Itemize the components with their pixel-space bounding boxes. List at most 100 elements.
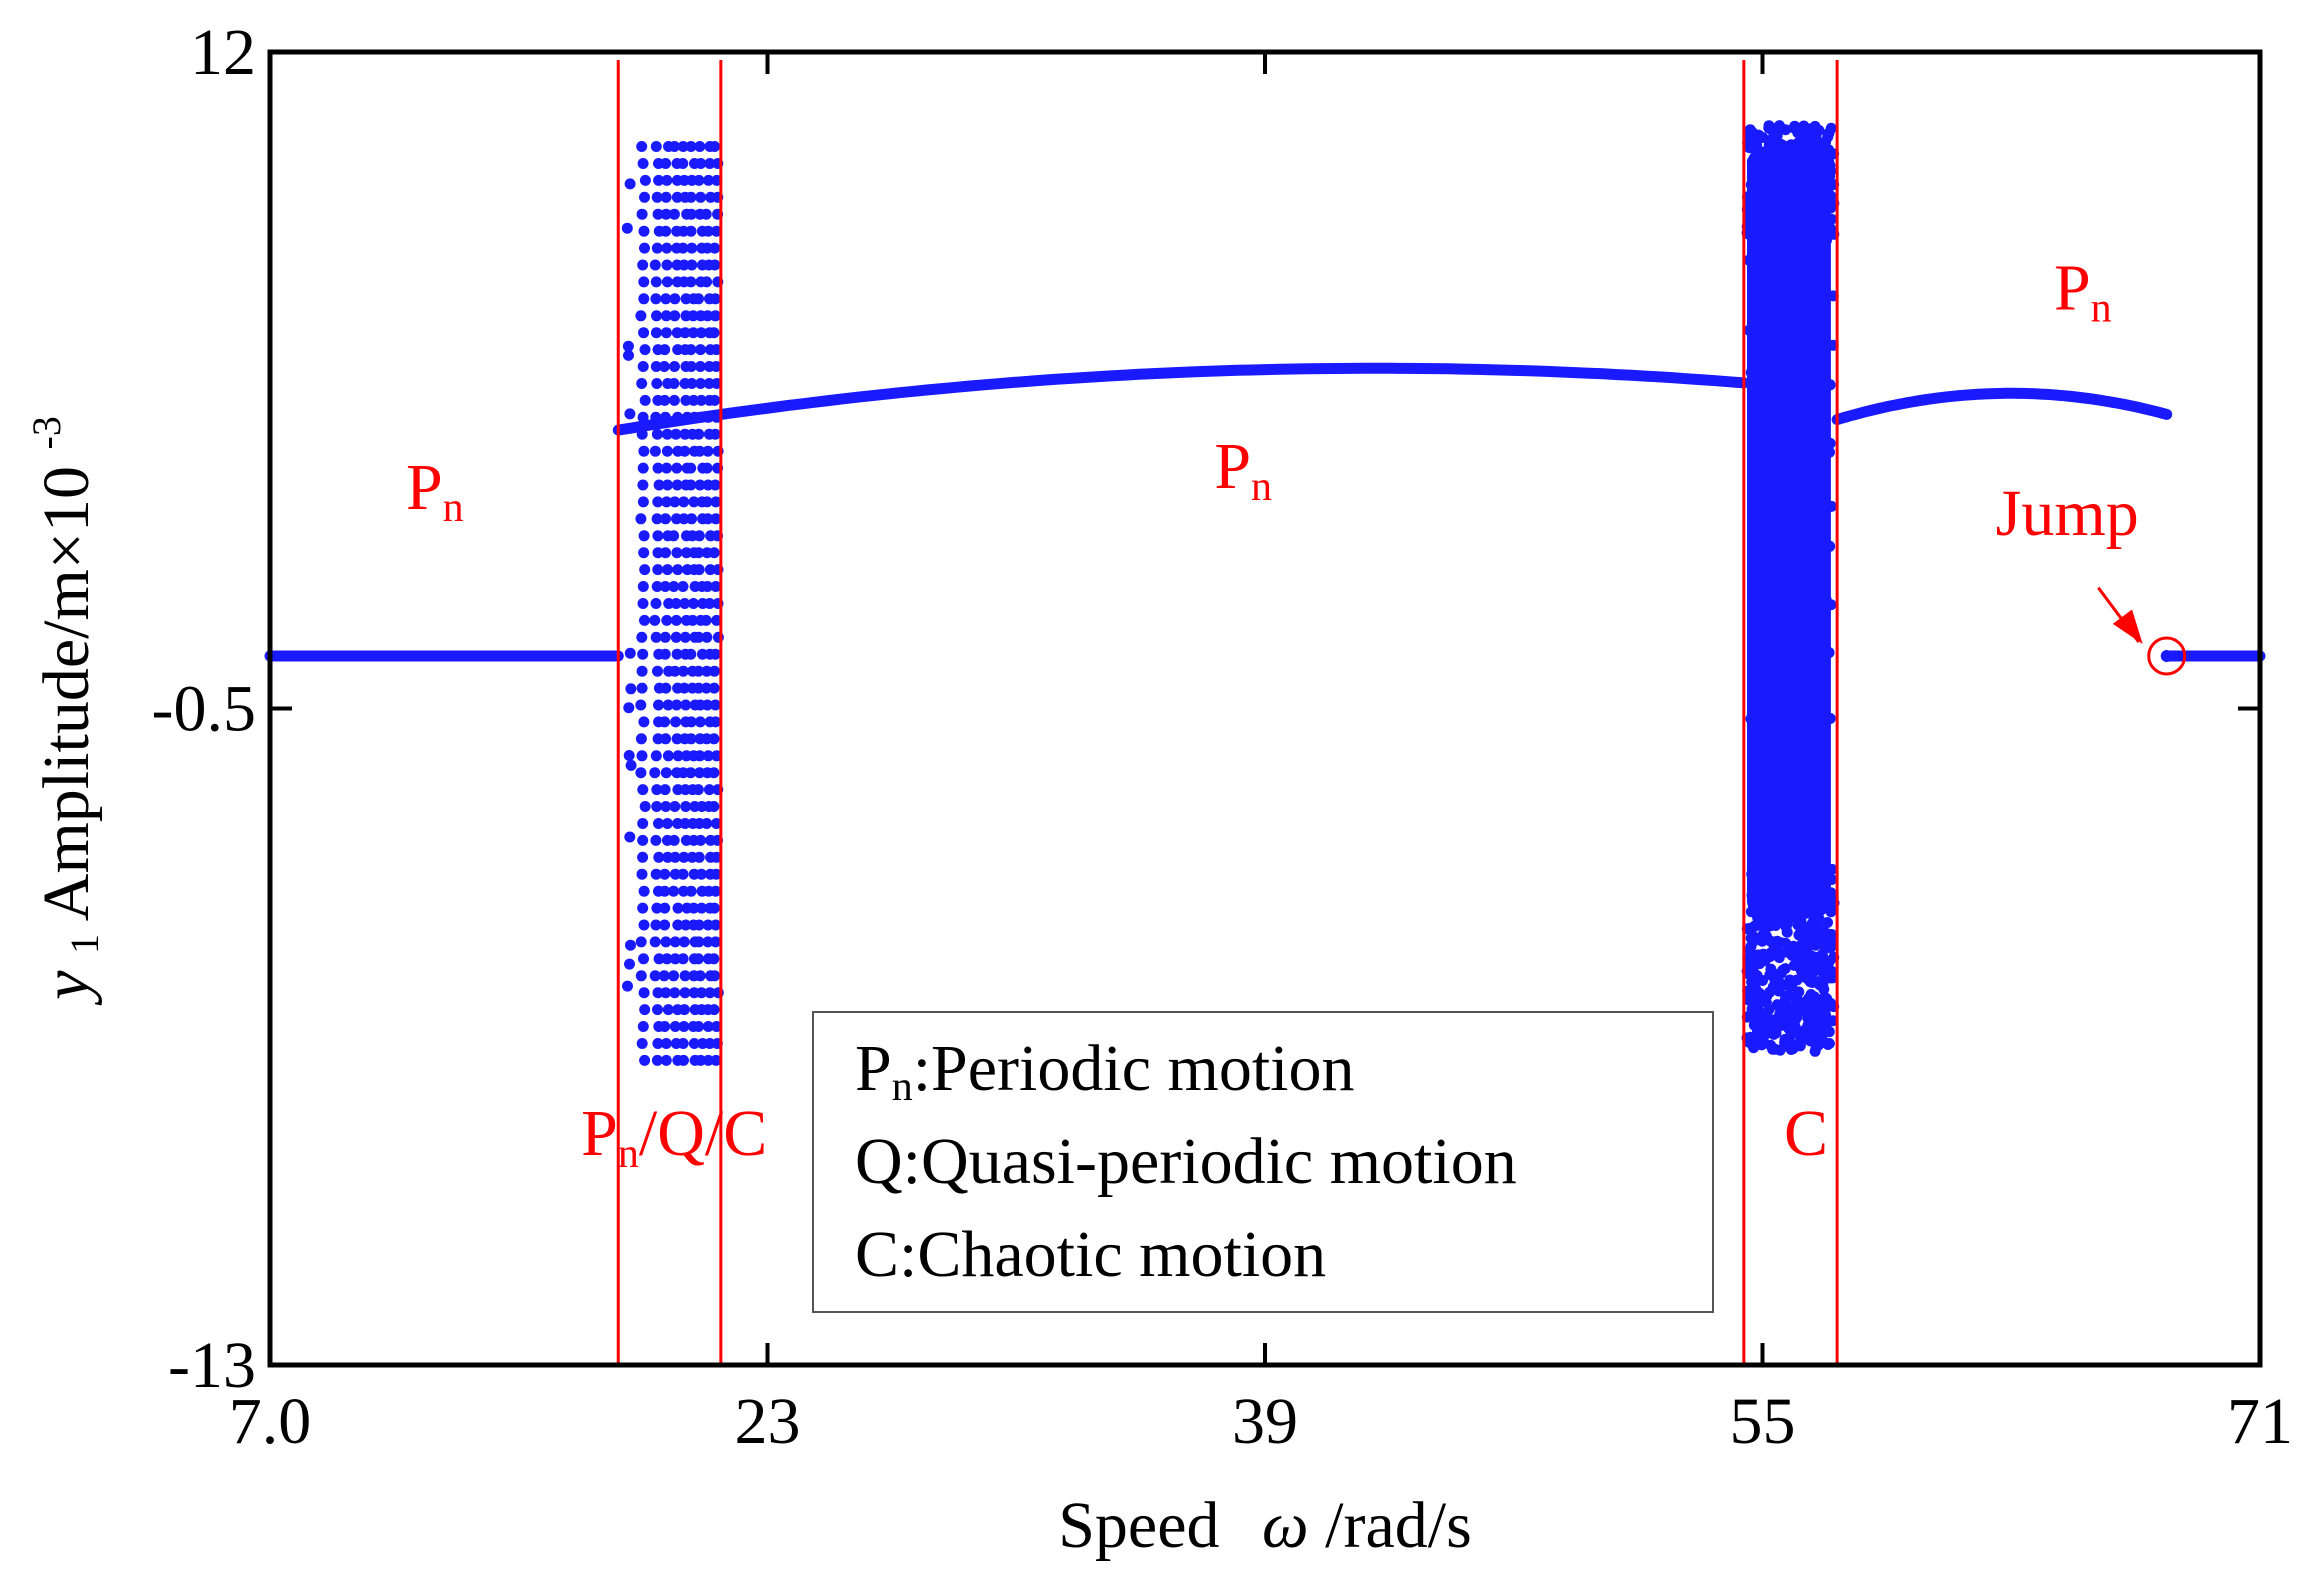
scatter-chaos-point <box>1749 722 1761 734</box>
scatter-pqc-point <box>635 733 647 745</box>
scatter-chaos-point <box>1824 147 1836 159</box>
scatter-pqc-point <box>703 378 715 389</box>
scatter-pqc-point <box>639 801 651 812</box>
scatter-pqc-point <box>636 682 648 694</box>
scatter-chaos-point <box>1803 1002 1815 1014</box>
scatter-chaos-point <box>1789 992 1801 1004</box>
scatter-pqc-point <box>635 970 647 982</box>
scatter-pqc-point <box>636 378 648 389</box>
x-axis-label-symbol: ω <box>1262 1489 1309 1562</box>
scatter-pqc-point <box>703 784 715 796</box>
scatter-chaos-point <box>1770 897 1782 909</box>
scatter-pqc-point <box>685 344 697 356</box>
scatter-pqc-point <box>660 987 672 999</box>
scatter-pqc-point <box>624 178 636 190</box>
scatter-pqc-point <box>650 868 662 880</box>
scatter-pqc-point <box>671 733 683 745</box>
scatter-chaos-point <box>1782 941 1794 953</box>
scatter-pqc-point <box>635 310 647 322</box>
scatter-pqc-point <box>638 530 650 542</box>
scatter-pqc-point <box>652 1004 663 1016</box>
scatter-pqc-point <box>702 310 714 322</box>
scatter-pqc-point <box>649 970 661 982</box>
scatter-chaos-point <box>1809 183 1820 195</box>
scatter-pqc-point <box>652 1038 664 1049</box>
scatter-chaos-point <box>1816 667 1828 679</box>
scatter-pqc-point <box>653 174 665 186</box>
scatter-pqc-point <box>659 344 671 356</box>
scatter-chaos-point <box>1792 919 1804 931</box>
scatter-pqc-point <box>636 1038 648 1049</box>
scatter-pqc-point <box>638 716 650 728</box>
scatter-chaos-point <box>1758 437 1770 449</box>
scatter-pqc-point <box>710 581 722 592</box>
scatter-chaos-point <box>1766 544 1778 556</box>
scatter-chaos-point <box>1788 513 1800 525</box>
scatter-pqc-point <box>637 784 649 796</box>
scatter-chaos-point <box>1795 1033 1807 1045</box>
scatter-pqc-point <box>638 225 650 237</box>
scatter-pqc-point <box>623 750 635 761</box>
scatter-chaos-point <box>1761 394 1773 405</box>
scatter-pqc-point <box>693 293 704 305</box>
scatter-pqc-point <box>709 699 721 711</box>
scatter-pqc-point <box>670 631 682 643</box>
scatter-pqc-point <box>709 242 721 254</box>
scatter-pqc-point <box>639 242 650 254</box>
scatter-chaos-point <box>1766 459 1778 471</box>
scatter-pqc-point <box>693 936 705 948</box>
scatter-chaos-point <box>1763 516 1775 528</box>
scatter-chaos-point <box>1767 278 1779 290</box>
scatter-chaos-point <box>1755 895 1767 907</box>
scatter-pqc-point <box>623 702 635 714</box>
scatter-pqc-point <box>669 936 681 948</box>
scatter-chaos-point <box>1824 437 1836 449</box>
scatter-pqc-point <box>636 631 648 643</box>
scatter-pqc-point <box>702 513 714 525</box>
scatter-pqc-point <box>669 851 681 863</box>
legend: Pn:Periodic motion Q:Quasi-periodic moti… <box>812 1011 1714 1313</box>
scatter-chaos-point <box>1797 927 1809 939</box>
scatter-pqc-point <box>638 445 650 457</box>
scatter-pqc-point <box>693 919 705 931</box>
scatter-chaos-point <box>1826 969 1838 981</box>
scatter-pqc-point <box>652 496 664 508</box>
scatter-chaos-point <box>1786 172 1798 184</box>
scatter-pqc-point <box>651 310 662 322</box>
scatter-pqc-point <box>660 513 671 525</box>
scatter-chaos-point <box>1798 360 1810 372</box>
scatter-pqc-point <box>661 428 673 440</box>
scatter-pqc-point <box>701 818 713 829</box>
scatter-chaos-point <box>1780 193 1792 205</box>
scatter-pqc-point <box>649 259 661 271</box>
scatter-chaos-point <box>1744 194 1756 206</box>
scatter-chaos-point <box>1767 608 1779 620</box>
scatter-chaos-point <box>1776 732 1788 744</box>
scatter-chaos-point <box>1746 868 1758 880</box>
scatter-pqc-point <box>659 902 671 914</box>
scatter-chaos-point <box>1824 379 1836 391</box>
annotation-pqc: Pn/Q/C <box>581 1097 767 1177</box>
scatter-pqc-point <box>652 665 663 677</box>
scatter-chaos-point <box>1798 968 1810 980</box>
scatter-chaos-point <box>1793 806 1804 818</box>
scatter-pqc-point <box>693 564 705 576</box>
scatter-pqc-point <box>685 885 697 897</box>
scatter-pqc-point <box>678 1021 690 1032</box>
scatter-pqc-point <box>661 462 673 474</box>
scatter-chaos-point <box>1826 863 1838 875</box>
scatter-chaos-point <box>1823 127 1835 139</box>
scatter-pqc-point <box>677 581 689 592</box>
scatter-pqc-point <box>688 1038 700 1049</box>
scatter-chaos-point <box>1816 948 1828 960</box>
scatter-chaos-point <box>1811 906 1823 918</box>
scatter-chaos-point <box>1776 150 1787 162</box>
x-tick-label: 39 <box>1232 1385 1298 1458</box>
scatter-chaos-point <box>1763 907 1775 919</box>
y-tick-label: -0.5 <box>152 673 256 746</box>
scatter-chaos-point <box>1780 619 1792 631</box>
scatter-chaos-point <box>1824 942 1836 954</box>
scatter-chaos-point <box>1798 906 1810 918</box>
scatter-chaos-point <box>1771 908 1783 919</box>
scatter-chaos-point <box>1800 202 1812 214</box>
